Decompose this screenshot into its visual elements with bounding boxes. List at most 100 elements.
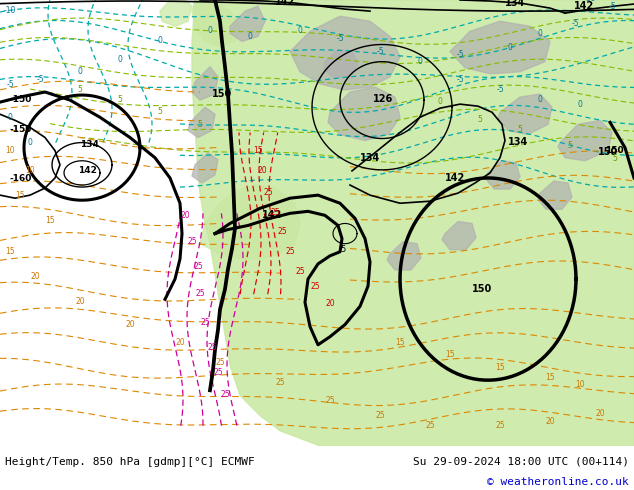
Text: © weatheronline.co.uk: © weatheronline.co.uk xyxy=(488,477,629,487)
Text: 25: 25 xyxy=(193,262,203,271)
Text: -5: -5 xyxy=(6,80,14,89)
Polygon shape xyxy=(450,21,550,74)
Text: 15: 15 xyxy=(445,350,455,359)
Text: 142: 142 xyxy=(275,0,295,7)
Polygon shape xyxy=(192,0,634,446)
Text: 15: 15 xyxy=(15,191,25,200)
Text: 15: 15 xyxy=(45,217,55,225)
Text: 126: 126 xyxy=(373,94,393,104)
Polygon shape xyxy=(188,107,215,138)
Text: 25: 25 xyxy=(277,226,287,236)
Polygon shape xyxy=(192,153,218,183)
Text: -160: -160 xyxy=(10,174,32,183)
Text: 0: 0 xyxy=(158,36,162,46)
Polygon shape xyxy=(558,121,612,161)
Text: 150: 150 xyxy=(212,89,232,99)
Text: 25: 25 xyxy=(425,421,435,430)
Polygon shape xyxy=(192,0,240,47)
Text: 25: 25 xyxy=(263,188,273,197)
Polygon shape xyxy=(290,16,400,90)
Text: 5: 5 xyxy=(517,125,522,134)
Text: 20: 20 xyxy=(257,166,267,175)
Text: 25: 25 xyxy=(187,237,197,245)
Text: 25: 25 xyxy=(285,247,295,256)
Text: 5: 5 xyxy=(612,154,618,163)
Text: 0: 0 xyxy=(247,32,252,42)
Text: 25: 25 xyxy=(207,343,217,352)
Text: 10: 10 xyxy=(575,380,585,389)
Text: 0: 0 xyxy=(8,113,13,122)
Text: 5: 5 xyxy=(567,141,573,149)
Text: 0: 0 xyxy=(77,67,82,76)
Text: 142: 142 xyxy=(262,210,282,221)
Text: Su 29-09-2024 18:00 UTC (00+114): Su 29-09-2024 18:00 UTC (00+114) xyxy=(413,457,629,467)
Text: 25: 25 xyxy=(270,208,280,218)
Polygon shape xyxy=(160,0,192,26)
Text: 5: 5 xyxy=(198,121,202,129)
Text: -5: -5 xyxy=(571,19,579,28)
Text: 0: 0 xyxy=(578,100,583,109)
Text: 5: 5 xyxy=(117,95,122,104)
Polygon shape xyxy=(442,221,476,250)
Text: 25: 25 xyxy=(325,396,335,405)
Polygon shape xyxy=(192,67,218,100)
Text: 142: 142 xyxy=(445,173,465,183)
Text: 5: 5 xyxy=(477,115,482,124)
Text: 5: 5 xyxy=(158,107,162,116)
Polygon shape xyxy=(328,87,400,141)
Text: 0: 0 xyxy=(538,95,543,104)
Text: 0: 0 xyxy=(117,55,122,64)
Text: 142: 142 xyxy=(78,166,97,175)
Text: 134: 134 xyxy=(505,0,525,8)
Text: 150: 150 xyxy=(598,147,618,157)
Text: 0: 0 xyxy=(297,26,302,35)
Text: 0: 0 xyxy=(27,138,32,147)
Polygon shape xyxy=(200,185,300,259)
Polygon shape xyxy=(486,161,520,189)
Text: 15: 15 xyxy=(395,338,405,347)
Text: 25: 25 xyxy=(275,378,285,387)
Text: 25: 25 xyxy=(200,318,210,326)
Text: 20: 20 xyxy=(595,409,605,417)
Text: 0: 0 xyxy=(538,29,543,38)
Polygon shape xyxy=(324,49,358,78)
Text: 134: 134 xyxy=(360,153,380,163)
Text: 0: 0 xyxy=(207,26,212,35)
Text: 20: 20 xyxy=(545,416,555,426)
Text: 20: 20 xyxy=(325,299,335,308)
Text: 15: 15 xyxy=(545,373,555,382)
Text: 150: 150 xyxy=(605,146,624,155)
Text: 5: 5 xyxy=(340,245,346,254)
Text: -5: -5 xyxy=(376,47,384,55)
Text: -5: -5 xyxy=(496,85,504,94)
Text: 25: 25 xyxy=(195,289,205,298)
Text: -5: -5 xyxy=(456,49,464,59)
Text: 0: 0 xyxy=(508,43,512,51)
Polygon shape xyxy=(498,94,552,134)
Text: 25: 25 xyxy=(213,368,223,377)
Text: 15: 15 xyxy=(253,146,263,155)
Text: -150: -150 xyxy=(10,125,32,134)
Text: -10: -10 xyxy=(584,0,596,3)
Text: 20: 20 xyxy=(180,211,190,220)
Text: 150: 150 xyxy=(472,284,492,294)
Text: 134: 134 xyxy=(508,137,528,147)
Text: 5: 5 xyxy=(77,85,82,94)
Text: -5: -5 xyxy=(456,75,464,84)
Text: 25: 25 xyxy=(295,267,305,276)
Text: 25: 25 xyxy=(220,391,230,399)
Text: -5: -5 xyxy=(608,2,616,11)
Text: 10: 10 xyxy=(25,166,35,175)
Text: 0: 0 xyxy=(437,97,443,106)
Text: 134: 134 xyxy=(80,140,99,148)
Polygon shape xyxy=(230,6,265,42)
Text: 25: 25 xyxy=(310,282,320,291)
Text: 142: 142 xyxy=(574,1,594,11)
Text: 15: 15 xyxy=(5,247,15,256)
Text: 20: 20 xyxy=(175,338,185,347)
Text: 25: 25 xyxy=(495,421,505,430)
Text: 15: 15 xyxy=(495,363,505,372)
Text: 10: 10 xyxy=(5,146,15,155)
Text: 20: 20 xyxy=(75,297,85,306)
Text: -5: -5 xyxy=(36,75,44,84)
